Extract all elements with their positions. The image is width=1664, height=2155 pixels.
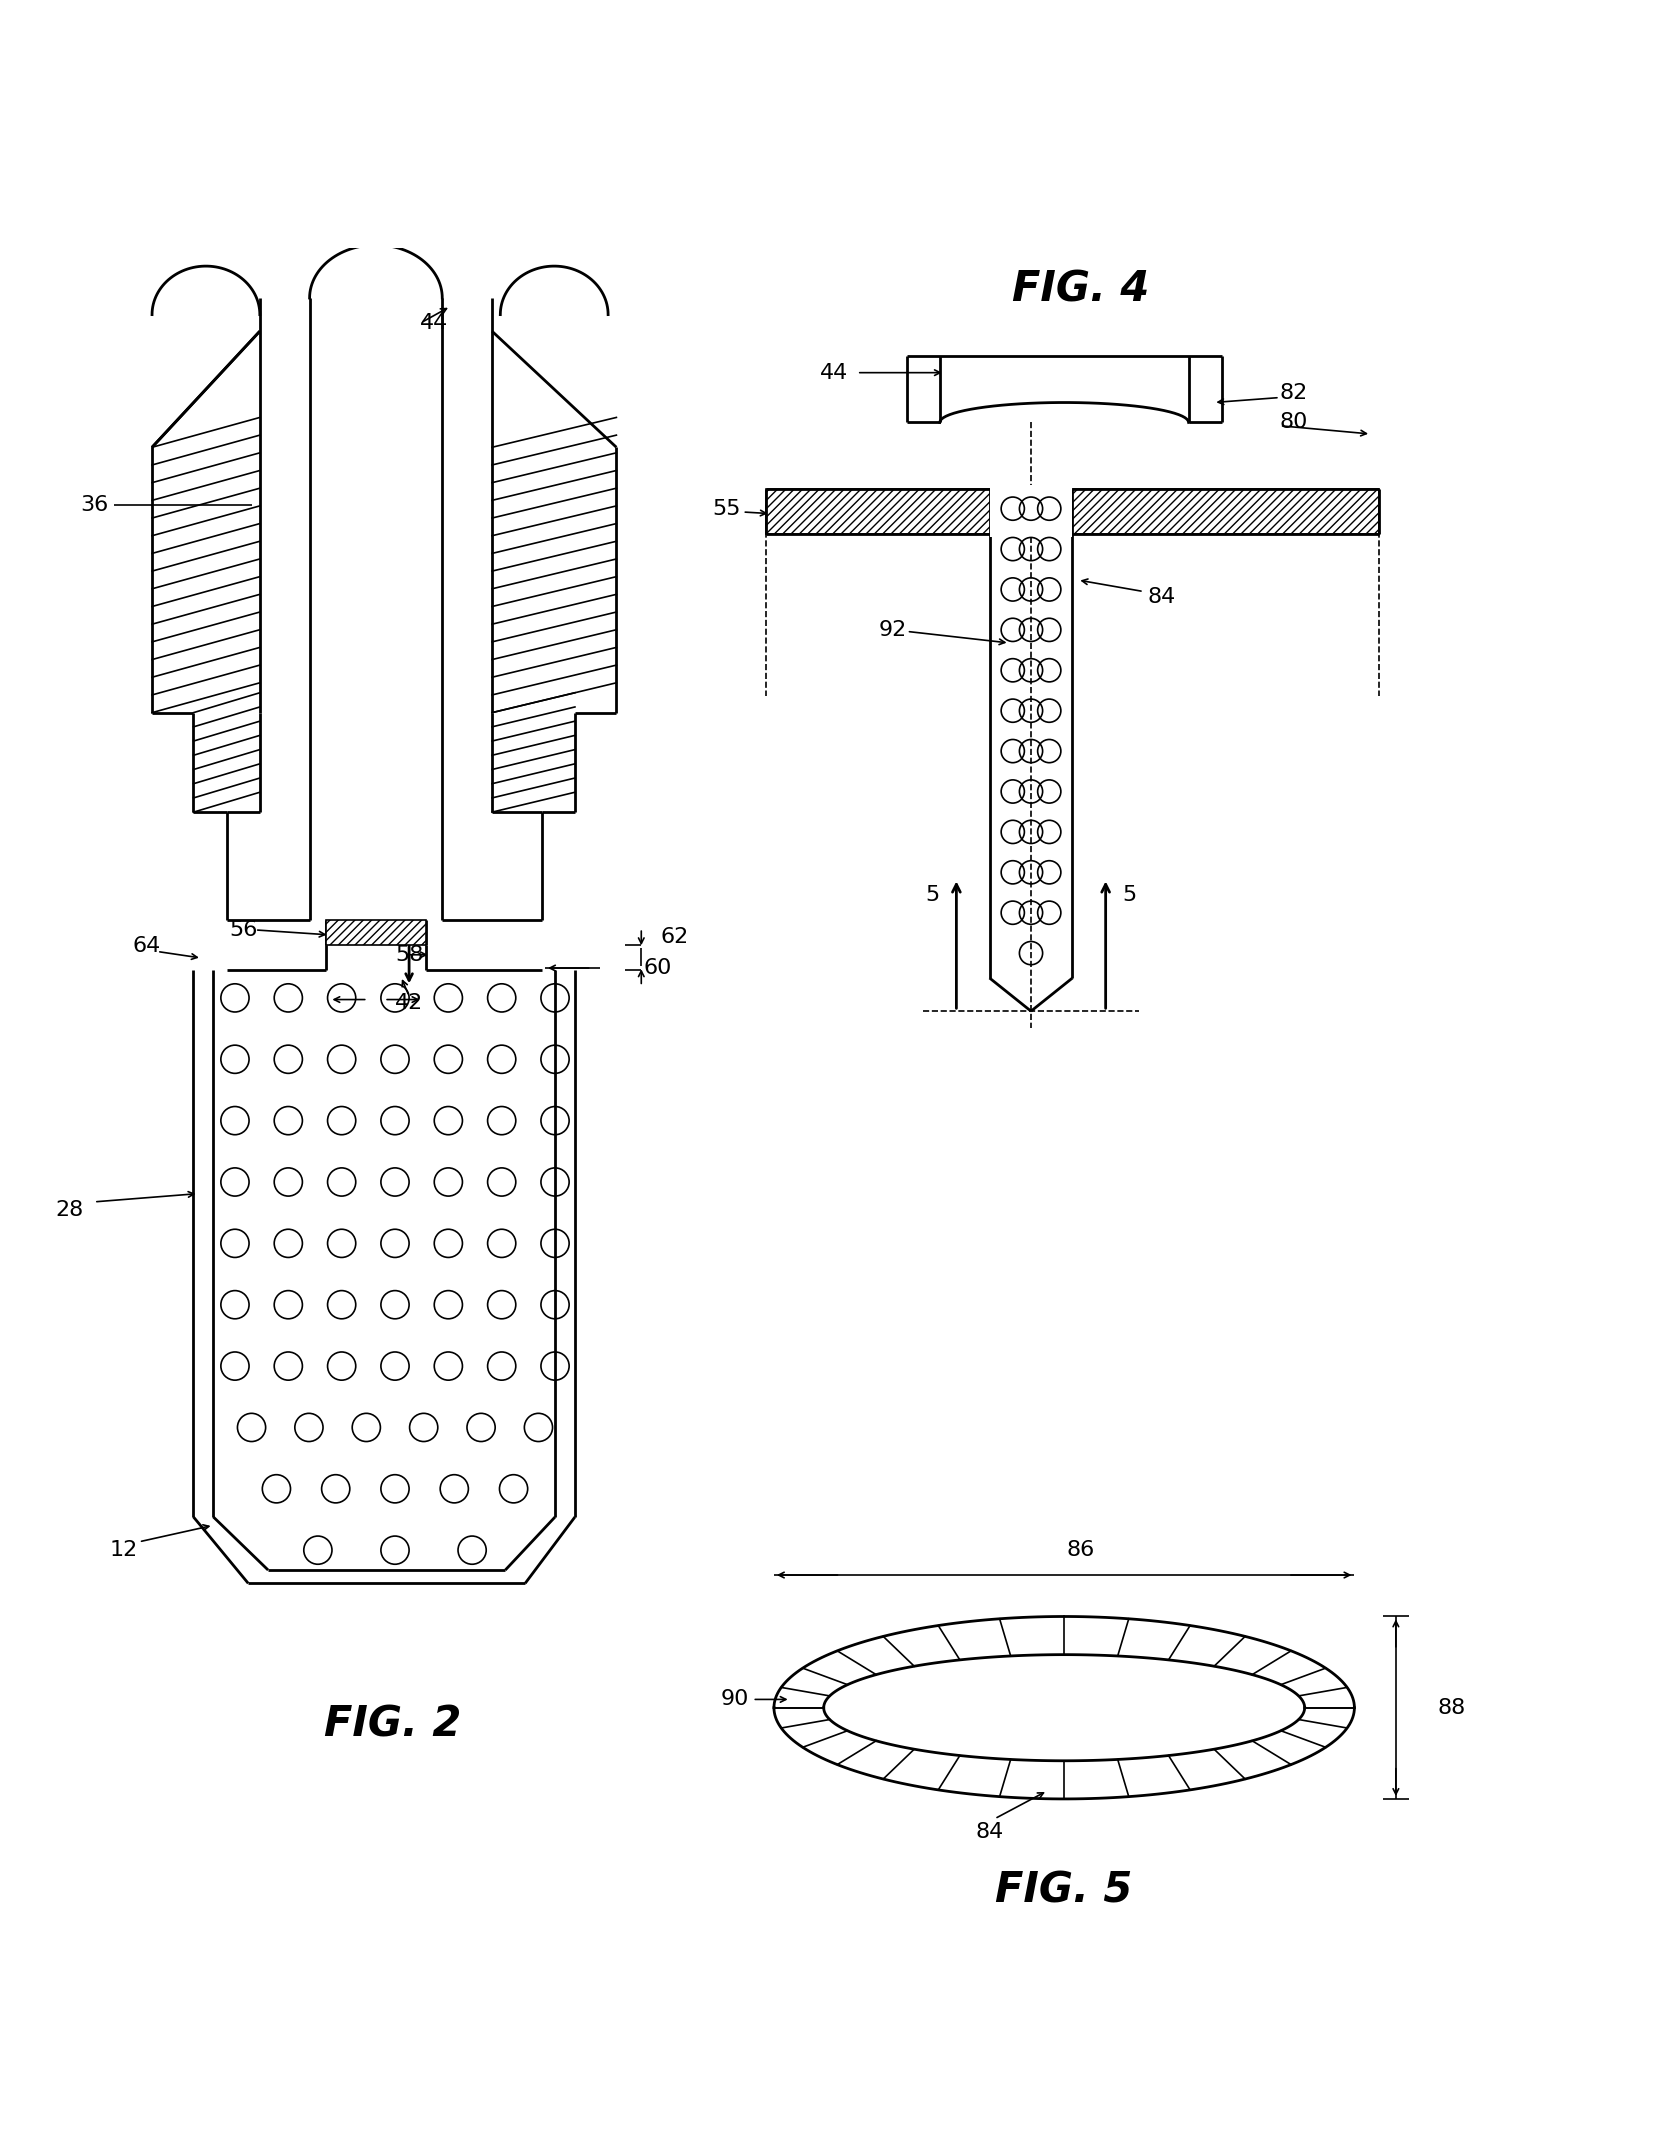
Text: 36: 36 [80, 496, 108, 515]
Text: FIG. 2: FIG. 2 [324, 1702, 461, 1746]
Text: 62: 62 [661, 927, 689, 946]
Text: 44: 44 [419, 312, 448, 332]
Text: 90: 90 [721, 1690, 749, 1709]
Text: 84: 84 [1146, 586, 1175, 606]
Text: FIG. 4: FIG. 4 [1012, 269, 1150, 310]
Text: 44: 44 [820, 362, 849, 384]
Text: 82: 82 [1280, 384, 1308, 403]
Text: 5: 5 [1122, 886, 1137, 905]
Text: 28: 28 [55, 1200, 83, 1220]
Text: FIG. 5: FIG. 5 [995, 1868, 1133, 1911]
Text: 56: 56 [230, 920, 258, 940]
Bar [990, 485, 1073, 537]
Text: 92: 92 [879, 621, 907, 640]
Text: 12: 12 [110, 1541, 138, 1560]
Text: 80: 80 [1280, 412, 1308, 433]
Text: 60: 60 [644, 959, 672, 978]
Text: 5: 5 [925, 886, 940, 905]
Text: 88: 88 [1438, 1698, 1466, 1718]
Text: 86: 86 [1067, 1541, 1095, 1560]
Text: 55: 55 [712, 498, 740, 519]
Bar [326, 920, 426, 944]
Text: 42: 42 [394, 993, 423, 1013]
Text: 58: 58 [394, 944, 423, 965]
Bar [765, 489, 1379, 534]
Text: 64: 64 [133, 937, 161, 957]
Text: 84: 84 [975, 1823, 1003, 1843]
